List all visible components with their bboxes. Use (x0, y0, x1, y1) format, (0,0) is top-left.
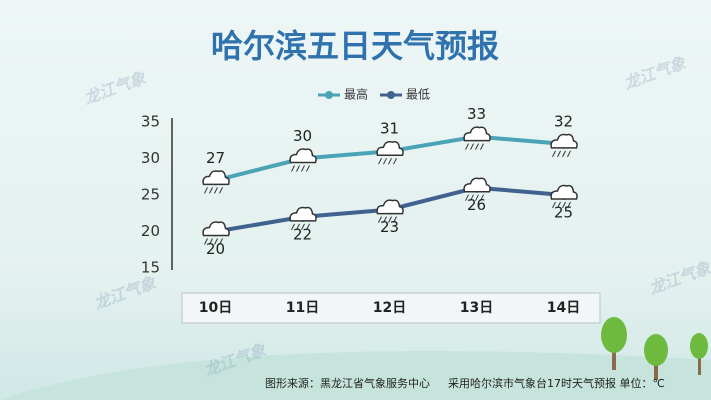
category-strip (181, 292, 601, 324)
rain (557, 201, 561, 209)
rain (209, 238, 213, 245)
cloud (202, 170, 230, 186)
x-tick-label: 10日 (199, 300, 232, 316)
rain (562, 150, 566, 158)
legend-marker (325, 91, 333, 99)
weather-icon (202, 221, 230, 245)
rain (291, 223, 295, 231)
rain (204, 187, 208, 194)
rain (470, 194, 474, 201)
y-tick-label: 20 (141, 222, 160, 240)
rain (209, 187, 213, 194)
rain (470, 143, 474, 150)
rain (291, 165, 295, 172)
rain (557, 150, 561, 158)
x-tick-label: 14日 (547, 300, 580, 316)
data-label: 22 (293, 225, 312, 243)
rain (378, 216, 382, 223)
data-label: 30 (293, 127, 312, 145)
rain (383, 216, 387, 223)
rain (465, 194, 469, 201)
rain (383, 157, 387, 165)
trees (601, 317, 708, 380)
cloud (202, 221, 230, 237)
rain (562, 201, 566, 209)
source: 图形来源：黑龙江省气象服务中心 (265, 376, 430, 390)
cloud (550, 184, 578, 200)
rain (552, 201, 556, 209)
rain (480, 143, 484, 150)
legend-label: 最高 (344, 87, 368, 102)
rain (301, 223, 305, 231)
data-label: 26 (467, 196, 486, 214)
rain (393, 157, 397, 165)
weather-icon (550, 133, 578, 158)
weather-icon (463, 177, 491, 201)
weather-icon (376, 141, 404, 165)
x-tick-label: 12日 (373, 300, 406, 316)
data-label: 23 (380, 218, 399, 236)
rain (219, 187, 223, 194)
weather-icon (289, 206, 317, 231)
cloud (463, 177, 491, 193)
rain (306, 165, 310, 172)
y-tick-label: 35 (141, 113, 160, 131)
data-label: 33 (467, 105, 486, 123)
data-label: 25 (554, 204, 573, 222)
rain (204, 238, 208, 245)
rain (214, 187, 218, 194)
rain (480, 194, 484, 201)
weather-icon (289, 148, 317, 172)
cloud (463, 126, 491, 142)
rain (301, 165, 305, 172)
legend-label: 最低 (406, 88, 430, 102)
weather-icon (202, 170, 230, 194)
weather-icon (376, 199, 404, 223)
data-label: 27 (206, 149, 225, 167)
rain (378, 157, 382, 165)
rain (388, 216, 392, 223)
cloud (289, 148, 317, 164)
rain (393, 216, 397, 223)
rain (552, 150, 556, 158)
ground (0, 351, 711, 400)
cloud (376, 199, 404, 215)
chart-title: 哈尔滨五日天气预报 (211, 27, 499, 65)
x-tick-label: 11日 (286, 300, 319, 316)
rain (296, 165, 300, 172)
note: 采用哈尔滨市气象台17时天气预报 单位：℃ (448, 376, 665, 390)
cloud (289, 206, 317, 222)
x-tick-label: 13日 (460, 300, 493, 316)
data-label: 31 (380, 120, 399, 138)
data-label: 20 (206, 240, 225, 258)
y-tick-label: 30 (141, 149, 160, 167)
rain (567, 150, 571, 158)
weather-icon (550, 184, 578, 209)
legend-marker (387, 91, 395, 99)
data-label: 32 (554, 112, 573, 130)
rain (306, 223, 310, 231)
rain (465, 143, 469, 150)
rain (567, 201, 571, 209)
y-tick-label: 25 (141, 186, 160, 204)
cloud (376, 141, 404, 156)
rain (219, 238, 223, 245)
cloud (550, 133, 578, 149)
rain (475, 194, 479, 201)
rain (214, 238, 218, 245)
rain (388, 157, 392, 165)
weather-icon (463, 126, 491, 150)
y-tick-label: 15 (141, 259, 160, 277)
rain (475, 143, 479, 150)
rain (296, 223, 300, 231)
